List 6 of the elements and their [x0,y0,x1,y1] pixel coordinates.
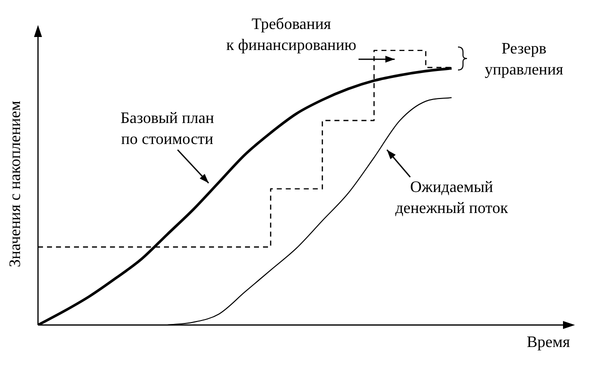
annotation: Резерв управления [484,40,564,78]
x-axis-title: Время [526,334,571,352]
annotation: Требования к финансированию [226,16,356,54]
annotation: Базовый план по стоимости [120,110,214,148]
annotation: Ожидаемый денежный поток [395,179,508,218]
y-axis-title: Значения с накоплением [7,100,24,268]
